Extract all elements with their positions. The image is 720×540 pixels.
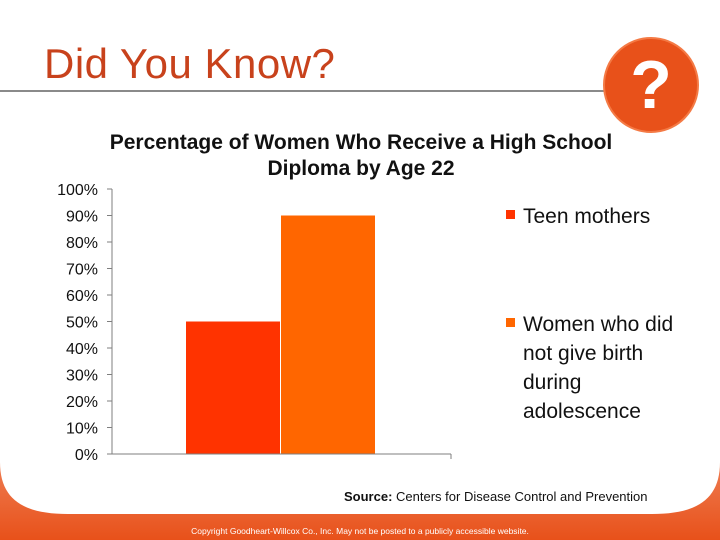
bar-0 [186,321,280,454]
y-tick-label-4: 40% [66,341,98,358]
question-mark-icon: ? [603,37,699,133]
y-tick-label-6: 60% [66,288,98,305]
y-tick-label-7: 70% [66,262,98,279]
bar-1 [281,215,375,454]
legend-swatch-teen-mothers [506,210,515,219]
badge-glyph: ? [630,47,672,123]
source-citation: Source: Centers for Disease Control and … [344,489,648,504]
y-tick-label-10: 100% [57,182,98,199]
source-text: Centers for Disease Control and Preventi… [396,489,648,504]
y-tick-label-9: 90% [66,209,98,226]
y-tick-label-2: 20% [66,394,98,411]
legend-label-teen-mothers: Teen mothers [523,205,651,228]
copyright-notice: Copyright Goodheart-Willcox Co., Inc. Ma… [191,526,529,536]
y-tick-label-1: 10% [66,421,98,438]
y-tick-label-5: 50% [66,315,98,332]
chart-title: Percentage of Women Who Receive a High S… [109,131,613,180]
legend-swatch-other-women [506,318,515,327]
slide-title: Did You Know? [44,40,336,87]
legend-item-teen-mothers: Teen mothers [506,202,693,231]
y-tick-label-3: 30% [66,368,98,385]
source-label: Source: [344,489,393,504]
y-tick-label-0: 0% [75,447,98,464]
legend-label-other-women: Women who did not give birth during adol… [523,313,674,423]
y-tick-label-8: 80% [66,235,98,252]
legend-item-other-women: Women who did not give birth during adol… [506,310,683,426]
title-divider [0,90,620,92]
